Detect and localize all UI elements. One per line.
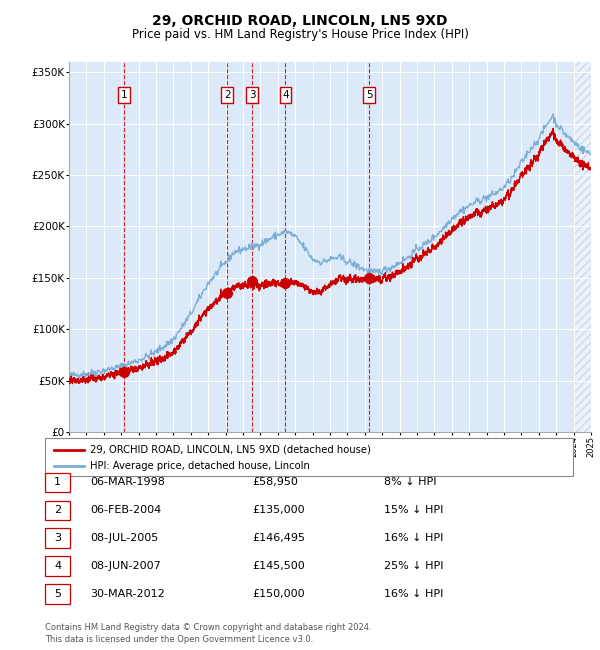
Text: 8% ↓ HPI: 8% ↓ HPI (384, 477, 437, 488)
Text: 4: 4 (282, 90, 289, 100)
Text: 29, ORCHID ROAD, LINCOLN, LN5 9XD: 29, ORCHID ROAD, LINCOLN, LN5 9XD (152, 14, 448, 29)
Text: Price paid vs. HM Land Registry's House Price Index (HPI): Price paid vs. HM Land Registry's House … (131, 28, 469, 41)
Text: 3: 3 (249, 90, 256, 100)
Text: 08-JUN-2007: 08-JUN-2007 (90, 561, 161, 571)
Text: 1: 1 (121, 90, 128, 100)
Text: £150,000: £150,000 (252, 589, 305, 599)
Text: 16% ↓ HPI: 16% ↓ HPI (384, 589, 443, 599)
Text: £58,950: £58,950 (252, 477, 298, 488)
Text: 5: 5 (366, 90, 373, 100)
Text: 08-JUL-2005: 08-JUL-2005 (90, 533, 158, 543)
Text: 06-FEB-2004: 06-FEB-2004 (90, 505, 161, 515)
Text: 2: 2 (54, 505, 61, 515)
Text: 06-MAR-1998: 06-MAR-1998 (90, 477, 165, 488)
Text: 2: 2 (224, 90, 230, 100)
Text: £135,000: £135,000 (252, 505, 305, 515)
Text: 29, ORCHID ROAD, LINCOLN, LN5 9XD (detached house): 29, ORCHID ROAD, LINCOLN, LN5 9XD (detac… (90, 445, 371, 455)
Text: £145,500: £145,500 (252, 561, 305, 571)
Text: £146,495: £146,495 (252, 533, 305, 543)
Text: 25% ↓ HPI: 25% ↓ HPI (384, 561, 443, 571)
Text: HPI: Average price, detached house, Lincoln: HPI: Average price, detached house, Linc… (90, 461, 310, 471)
Text: 1: 1 (54, 477, 61, 488)
Text: 5: 5 (54, 589, 61, 599)
Text: 16% ↓ HPI: 16% ↓ HPI (384, 533, 443, 543)
Text: Contains HM Land Registry data © Crown copyright and database right 2024.
This d: Contains HM Land Registry data © Crown c… (45, 623, 371, 644)
Text: 15% ↓ HPI: 15% ↓ HPI (384, 505, 443, 515)
Text: 30-MAR-2012: 30-MAR-2012 (90, 589, 165, 599)
Text: 4: 4 (54, 561, 61, 571)
Text: 3: 3 (54, 533, 61, 543)
